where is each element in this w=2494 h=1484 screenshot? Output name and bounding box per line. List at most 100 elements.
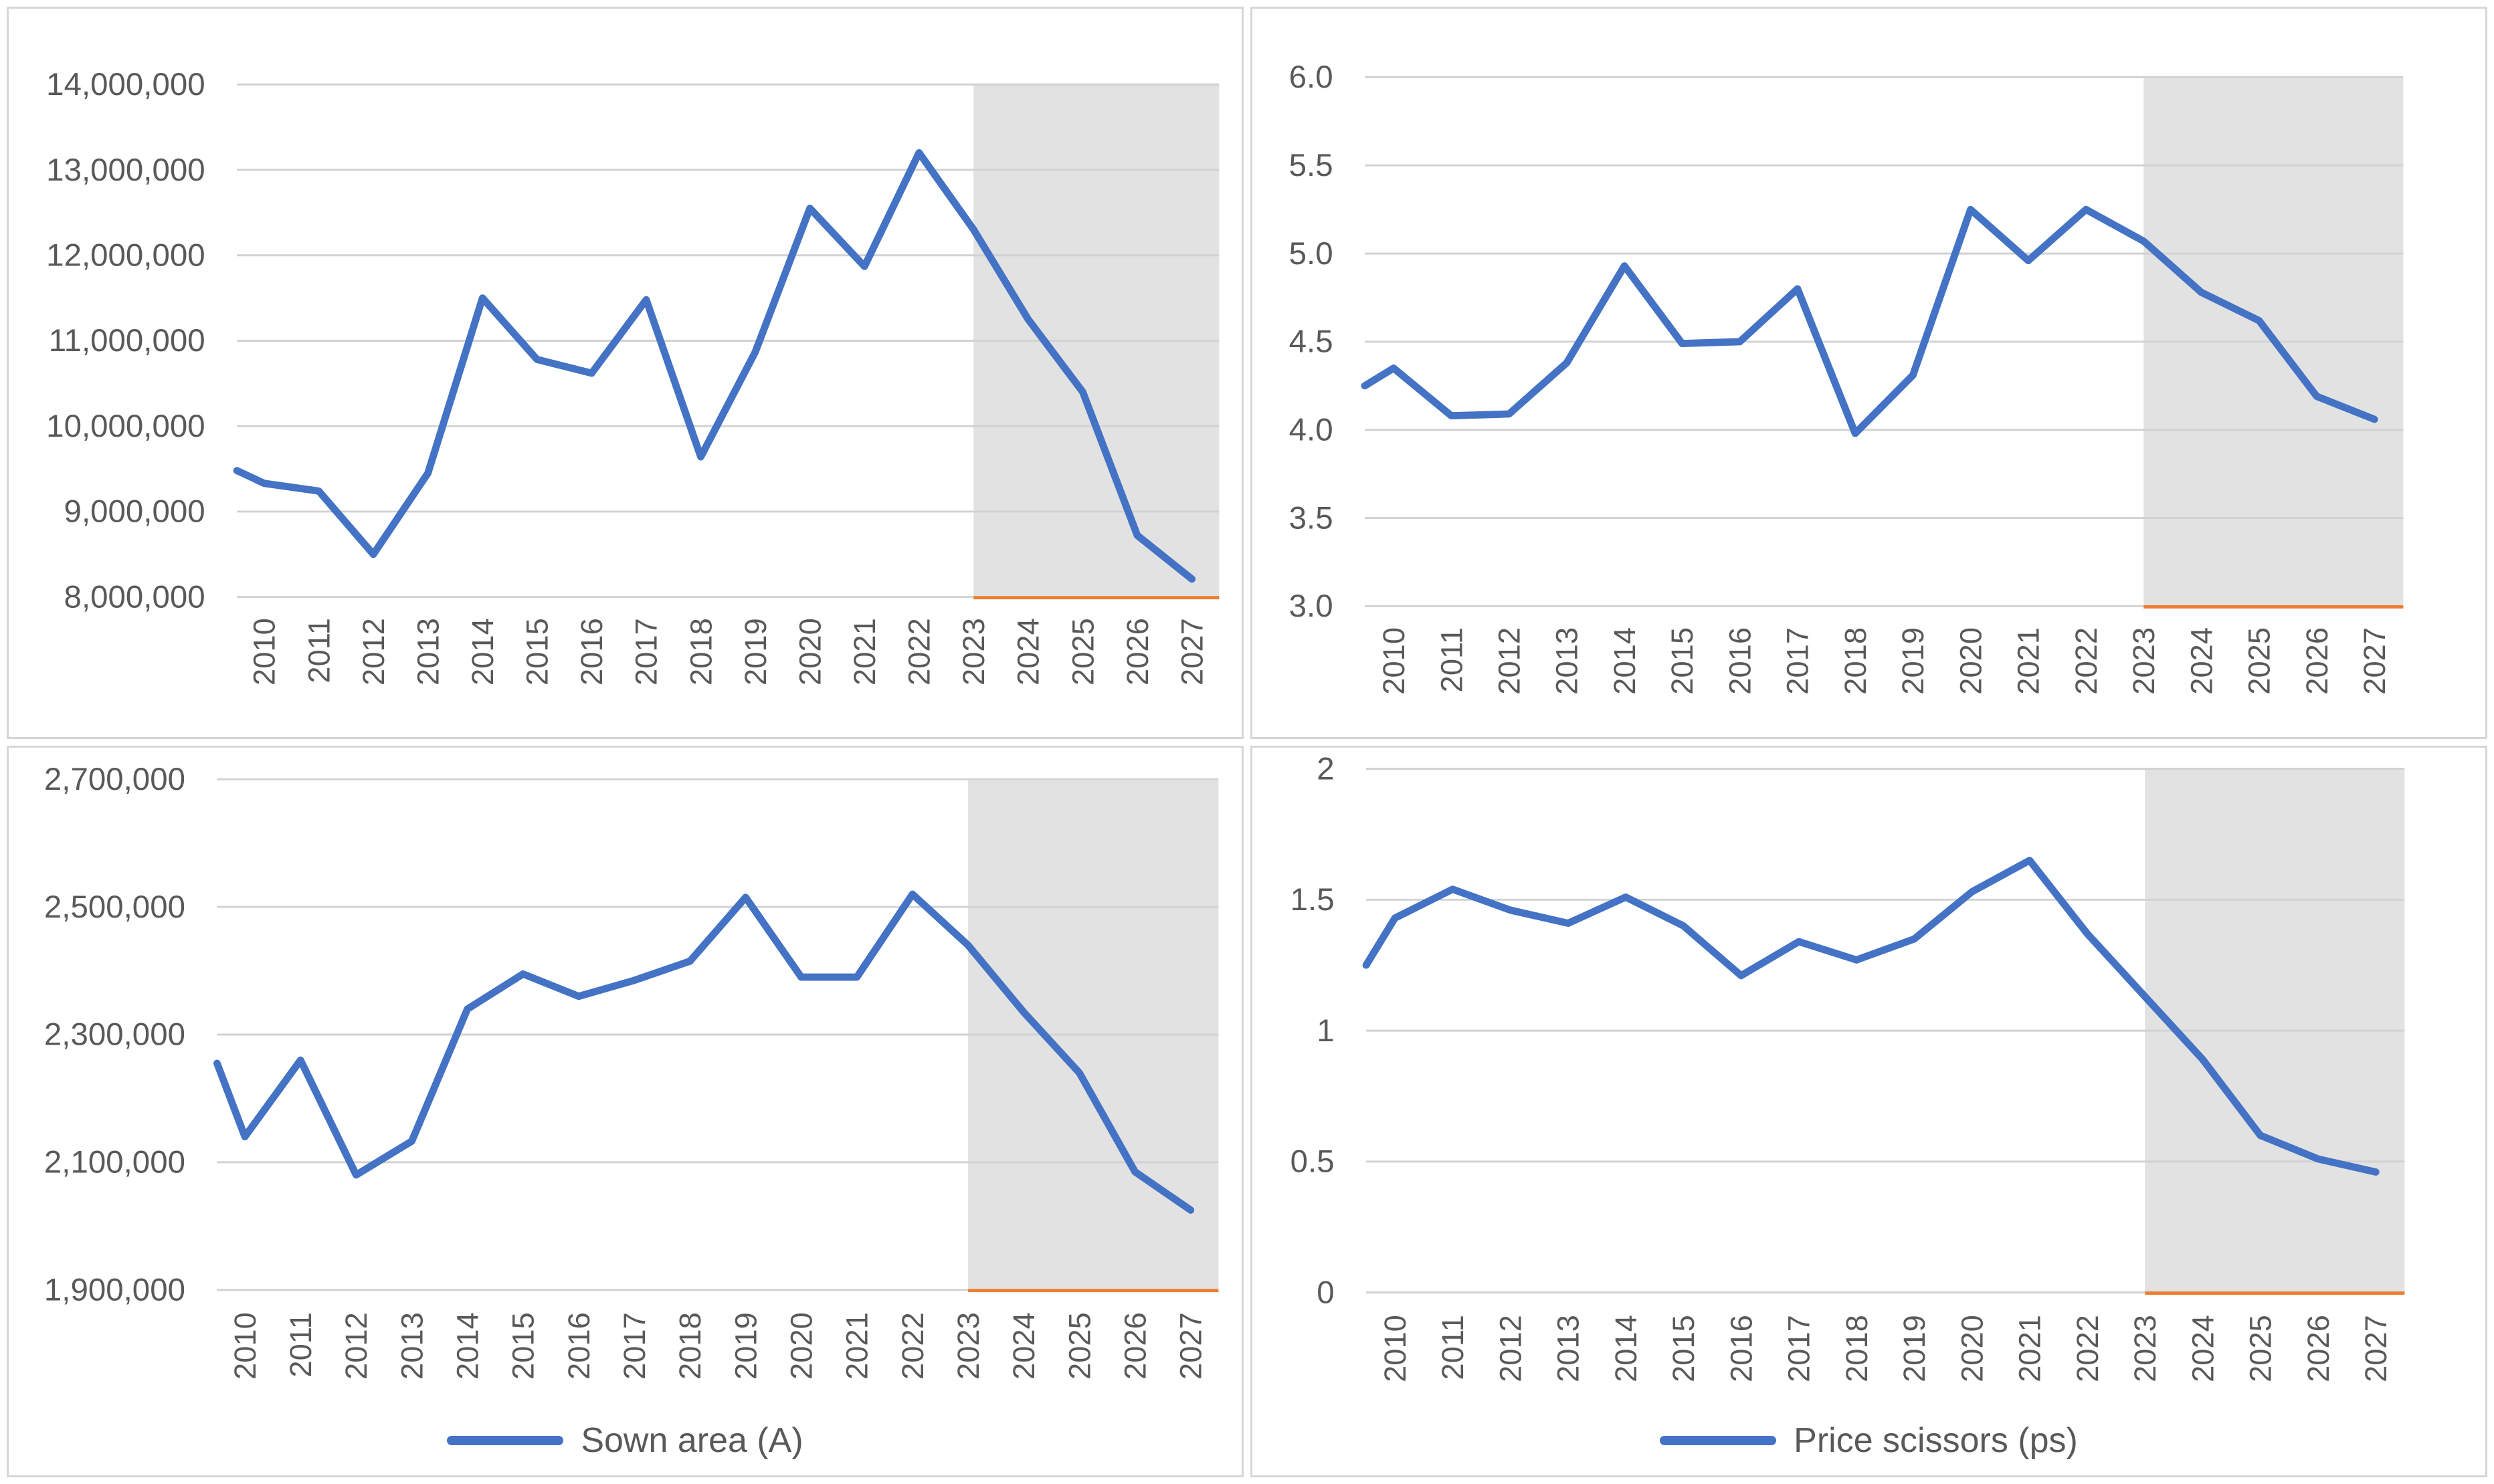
chart-panel-sown-area: 2,700,000 2,500,000 2,300,000 2,100,000 1,90… <box>7 745 1244 1477</box>
y-tick-label: 13,000,000 <box>46 152 205 188</box>
series-line <box>213 890 1195 1214</box>
line-chart-ratio-upper: 6.0 5.5 5.0 4.5 4.0 3.5 3.0 2010 2011 2012 2013 201… <box>1289 60 2404 695</box>
y-tick-label: 9,000,000 <box>64 494 205 530</box>
x-tick-label: 2025 <box>1066 618 1100 685</box>
x-tick-label: 2018 <box>684 618 718 685</box>
x-tick-label: 2018 <box>1840 1315 1874 1382</box>
x-tick-label: 2020 <box>1953 627 1988 695</box>
x-tick-label: 2011 <box>1434 627 1468 692</box>
x-tick-label: 2019 <box>1896 627 1930 695</box>
y-tick-label: 2,500,000 <box>44 889 185 924</box>
y-tick-label: 3.0 <box>1289 589 1333 624</box>
y-tick-label: 1,900,000 <box>44 1272 185 1307</box>
x-tick-label: 2013 <box>395 1312 429 1380</box>
x-tick-label: 2011 <box>1436 1315 1470 1380</box>
x-tick-label: 2019 <box>729 1312 763 1380</box>
x-tick-label: 2026 <box>2300 627 2334 695</box>
y-tick-label: 2,300,000 <box>44 1017 185 1052</box>
series-line <box>1361 205 2378 437</box>
x-tick-label: 2022 <box>2071 1315 2105 1382</box>
x-tick-label: 2011 <box>302 618 336 683</box>
x-tick-label: 2017 <box>1782 1315 1816 1382</box>
charts-grid: 14,000,000 13,000,000 12,000,000 11,000,000… <box>7 7 2487 1477</box>
x-tick-label: 2023 <box>957 618 991 685</box>
x-tick-label: 2024 <box>2184 627 2218 695</box>
x-tick-label: 2016 <box>1723 627 1757 695</box>
x-tick-label: 2010 <box>228 1312 262 1380</box>
x-tick-label: 2015 <box>520 618 554 685</box>
x-tick-label: 2025 <box>1062 1312 1096 1380</box>
x-tick-label: 2011 <box>284 1312 318 1377</box>
x-tick-label: 2017 <box>617 1312 652 1380</box>
y-tick-label: 4.0 <box>1289 413 1333 448</box>
x-tick-label: 2015 <box>1666 1315 1701 1382</box>
y-tick-label: 1 <box>1317 1013 1334 1048</box>
x-tick-label: 2024 <box>1007 1312 1041 1380</box>
x-tick-label: 2014 <box>466 618 500 685</box>
chart-panel-sown-area-absolute: 14,000,000 13,000,000 12,000,000 11,000,000… <box>7 7 1244 739</box>
y-tick-label: 0 <box>1317 1275 1334 1310</box>
x-tick-label: 2022 <box>2069 627 2103 695</box>
y-tick-label: 1.5 <box>1290 882 1335 918</box>
y-tick-label: 3.5 <box>1289 500 1333 536</box>
y-tick-label: 6.0 <box>1289 60 1333 95</box>
x-tick-label: 2017 <box>1781 627 1815 695</box>
x-tick-label: 2018 <box>673 1312 707 1380</box>
x-tick-label: 2010 <box>1377 627 1411 695</box>
x-tick-label: 2025 <box>2242 627 2277 695</box>
x-tick-label: 2026 <box>1118 1312 1152 1380</box>
x-tick-label: 2022 <box>902 618 936 685</box>
x-tick-label: 2026 <box>1121 618 1155 685</box>
y-tick-label: 4.5 <box>1289 324 1333 360</box>
y-tick-label: 2 <box>1317 751 1334 786</box>
y-tick-label: 11,000,000 <box>49 323 205 358</box>
x-tick-label: 2012 <box>339 1312 373 1380</box>
x-tick-label: 2013 <box>411 618 445 685</box>
line-chart-sown-area: 2,700,000 2,500,000 2,300,000 2,100,000 1,90… <box>44 762 1219 1380</box>
x-tick-label: 2022 <box>896 1312 930 1380</box>
x-tick-label: 2021 <box>2012 627 2046 695</box>
x-tick-label: 2023 <box>2127 627 2161 695</box>
y-tick-label: 10,000,000 <box>46 409 205 444</box>
x-tick-label: 2014 <box>450 1312 484 1380</box>
x-tick-label: 2019 <box>1897 1315 1931 1382</box>
x-tick-label: 2013 <box>1551 1315 1586 1382</box>
x-tick-label: 2015 <box>1665 627 1699 695</box>
x-tick-label: 2015 <box>506 1312 541 1380</box>
x-tick-label: 2027 <box>2358 627 2392 695</box>
x-tick-label: 2026 <box>2301 1315 2335 1382</box>
x-tick-label: 2020 <box>784 1312 818 1380</box>
y-tick-label: 8,000,000 <box>64 580 205 615</box>
series-line <box>233 149 1196 583</box>
y-tick-label: 0.5 <box>1290 1144 1335 1179</box>
line-chart-sown-area-absolute: 14,000,000 13,000,000 12,000,000 11,000,000… <box>46 67 1220 685</box>
x-tick-label: 2024 <box>2186 1315 2220 1382</box>
y-tick-label: 12,000,000 <box>46 238 205 274</box>
x-tick-label: 2025 <box>2244 1315 2278 1382</box>
x-tick-label: 2016 <box>575 618 609 685</box>
y-tick-label: 14,000,000 <box>46 67 205 102</box>
series-line <box>1362 856 2380 1176</box>
x-tick-label: 2012 <box>1493 1315 1527 1382</box>
x-tick-label: 2020 <box>1955 1315 1989 1382</box>
x-tick-label: 2027 <box>1174 1312 1208 1380</box>
x-tick-label: 2019 <box>739 618 773 685</box>
x-tick-label: 2012 <box>357 618 391 685</box>
x-tick-label: 2020 <box>793 618 827 685</box>
x-tick-label: 2021 <box>840 1312 874 1380</box>
chart-panel-price-scissors: 2 1.5 1 0.5 0 2010 2011 2012 2013 2014 2015 2016 201… <box>1250 745 2487 1477</box>
x-tick-label: 2021 <box>2013 1315 2047 1382</box>
y-tick-label: 5.0 <box>1289 236 1333 272</box>
x-tick-label: 2012 <box>1492 627 1526 695</box>
y-tick-label: 5.5 <box>1289 148 1333 183</box>
x-tick-label: 2010 <box>1378 1315 1412 1382</box>
y-tick-label: 2,700,000 <box>44 762 185 797</box>
x-tick-label: 2021 <box>848 618 882 685</box>
chart-panel-ratio-upper: 6.0 5.5 5.0 4.5 4.0 3.5 3.0 2010 2011 2012 2013 201… <box>1250 7 2487 739</box>
x-tick-label: 2027 <box>1175 618 1209 685</box>
x-tick-label: 2017 <box>630 618 664 685</box>
x-tick-label: 2016 <box>562 1312 596 1380</box>
x-tick-label: 2013 <box>1550 627 1584 695</box>
x-tick-label: 2018 <box>1838 627 1873 695</box>
